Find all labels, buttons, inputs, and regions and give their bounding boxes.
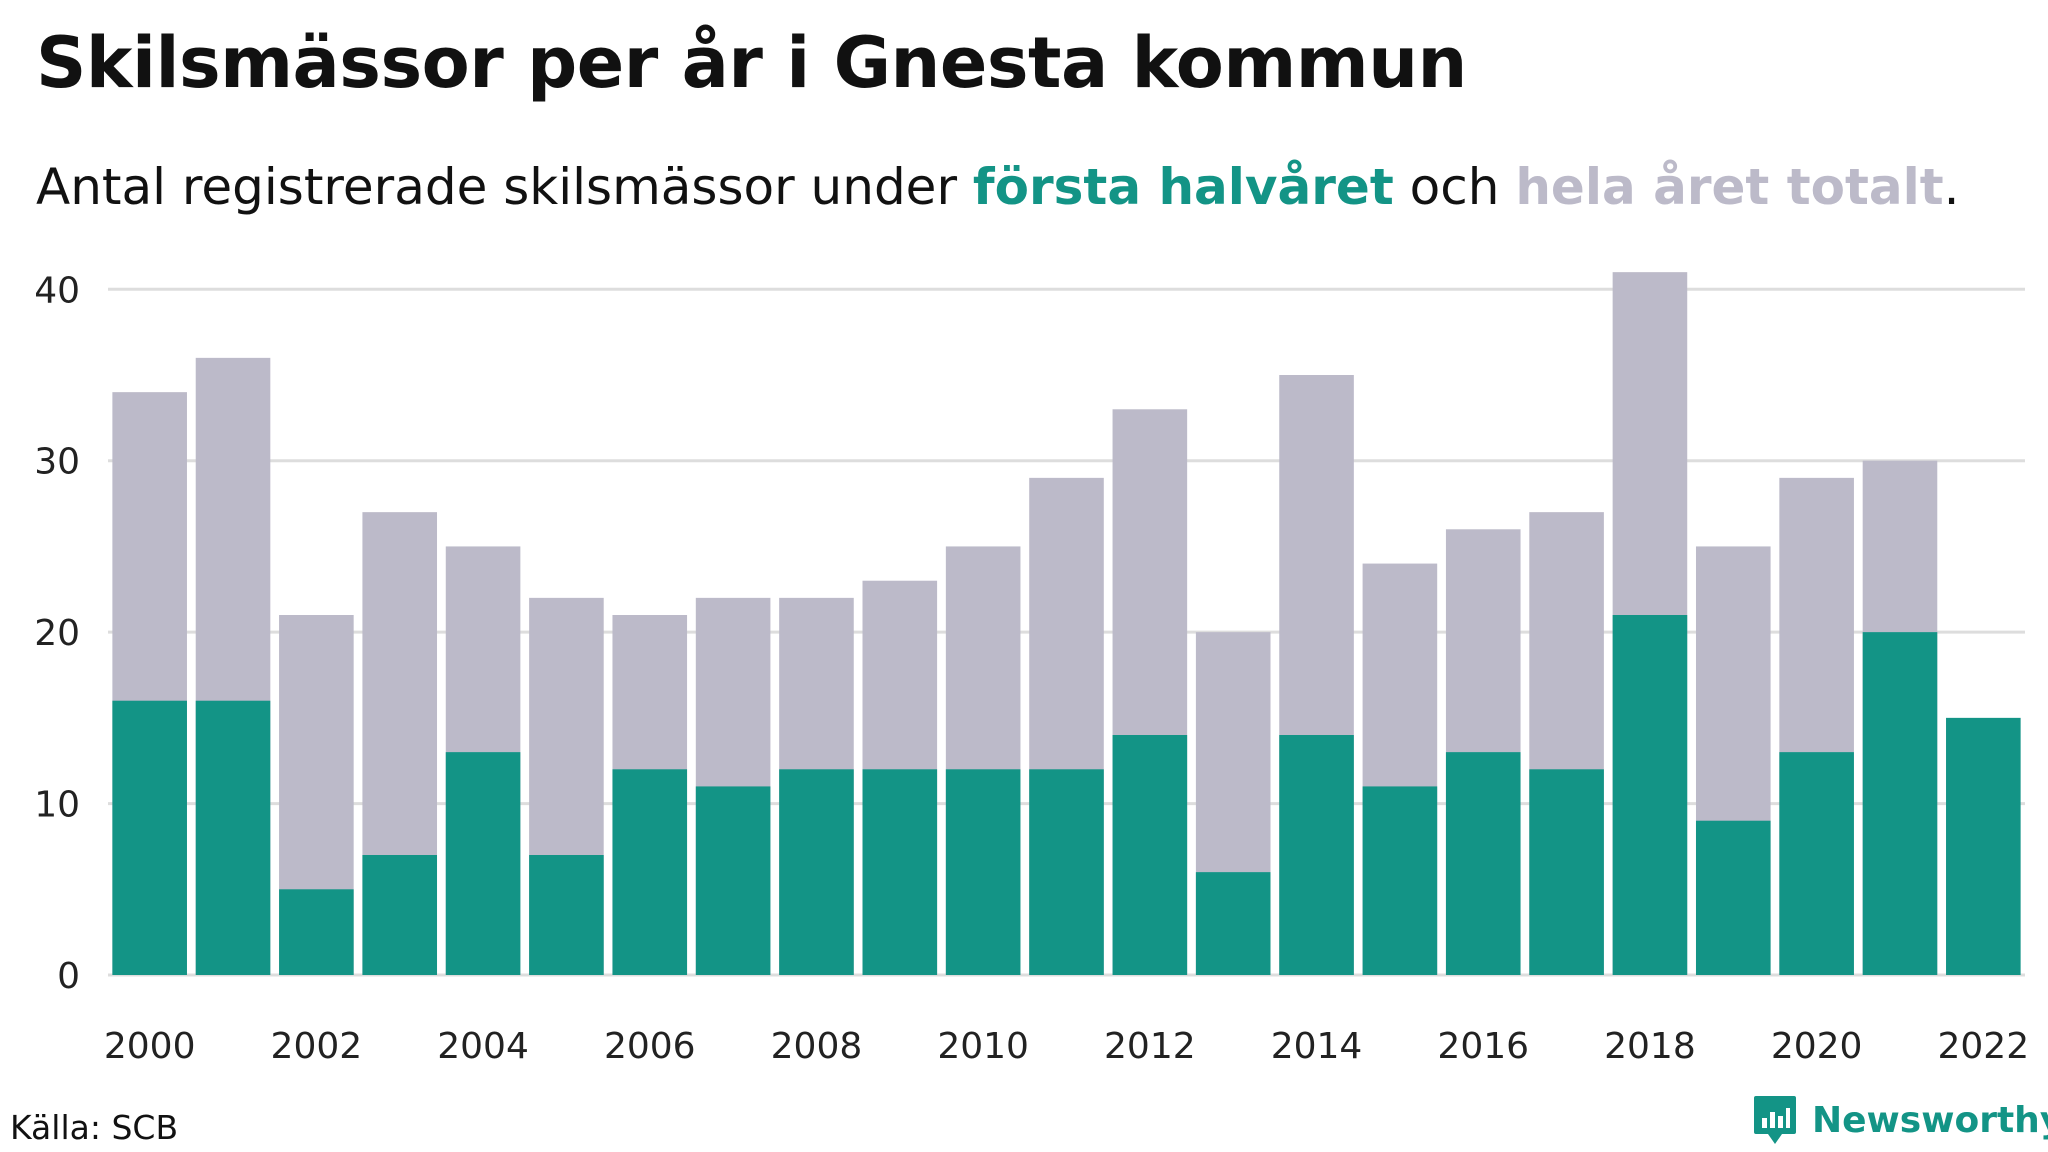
x-tick-label: 2018	[1604, 1026, 1696, 1067]
x-tick-label: 2002	[271, 1026, 363, 1067]
newsworthy-brand: Newsworthy	[1752, 1094, 2048, 1146]
chart-title: Skilsmässor per år i Gnesta kommun	[36, 22, 1467, 104]
bar-first-half	[445, 752, 521, 975]
bars	[112, 272, 2021, 976]
x-tick-label: 2012	[1104, 1026, 1196, 1067]
bar-first-half	[1529, 769, 1604, 975]
bar-first-half	[1946, 717, 2021, 975]
bar-first-half	[1362, 786, 1438, 975]
x-axis-ticks: 2000 2002 2004 2006 2008 2010 2012 2014 2016 2018…	[104, 1026, 2029, 1067]
bar-first-half	[1112, 735, 1188, 975]
source-note: Källa: SCB	[10, 1108, 179, 1147]
x-tick-label: 2014	[1271, 1026, 1363, 1067]
y-tick-label: 0	[57, 956, 80, 997]
x-tick-label: 2006	[604, 1026, 696, 1067]
x-tick-label: 2004	[437, 1026, 529, 1067]
brand-name: Newsworthy	[1812, 1099, 2048, 1141]
newsworthy-logo-icon	[1754, 1096, 1796, 1144]
y-tick-label: 10	[34, 785, 80, 826]
x-tick-label: 2008	[771, 1026, 863, 1067]
bar-first-half	[1779, 752, 1854, 975]
subtitle-text-after: .	[1943, 158, 1960, 216]
x-tick-label: 2022	[1938, 1026, 2030, 1067]
x-tick-label: 2020	[1771, 1026, 1863, 1067]
bar-first-half	[945, 769, 1021, 975]
bar-first-half	[779, 769, 854, 975]
bar-first-half	[112, 700, 187, 975]
bar-first-half	[1195, 872, 1271, 975]
subtitle-first-half: första halvåret	[972, 158, 1394, 216]
y-tick-label: 30	[34, 442, 80, 483]
bar-first-half	[1445, 752, 1521, 975]
bar-first-half	[279, 889, 354, 975]
bar-first-half	[1029, 769, 1104, 975]
y-tick-label: 20	[34, 613, 80, 654]
subtitle-text-before: Antal registrerade skilsmässor under	[36, 158, 973, 216]
subtitle-text-middle: och	[1393, 158, 1516, 216]
bar-first-half	[529, 855, 604, 975]
x-tick-label: 2010	[937, 1026, 1029, 1067]
subtitle-full-year: hela året totalt	[1515, 158, 1944, 216]
chart-subtitle: Antal registrerade skilsmässor under för…	[36, 158, 1960, 216]
bar-first-half	[195, 700, 271, 975]
bar-first-half	[1695, 820, 1771, 975]
bar-first-half	[695, 786, 771, 975]
x-tick-label: 2016	[1437, 1026, 1529, 1067]
bar-first-half	[1279, 735, 1354, 975]
y-axis-ticks: 0 10 20 30 40	[34, 270, 80, 997]
x-tick-label: 2000	[104, 1026, 196, 1067]
bar-first-half	[362, 855, 438, 975]
bar-first-half	[1862, 632, 1938, 975]
bar-first-half	[862, 769, 938, 975]
y-tick-label: 40	[34, 270, 80, 311]
bar-first-half	[612, 769, 688, 975]
bar-first-half	[1612, 615, 1688, 975]
